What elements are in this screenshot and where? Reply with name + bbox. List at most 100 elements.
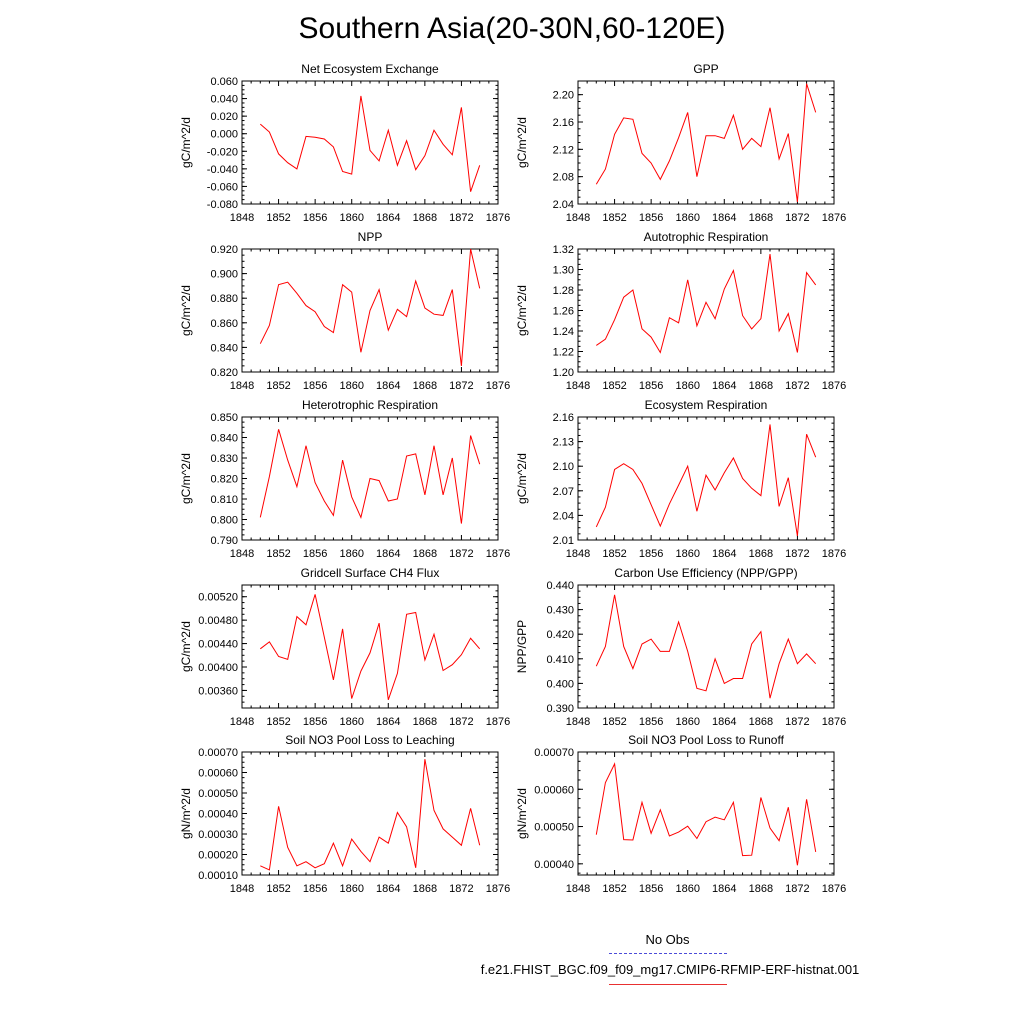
x-tick-label: 1868 [413, 548, 437, 560]
legend-obs-label: No Obs [645, 932, 690, 947]
y-axis-label: gC/m^2/d [515, 117, 529, 168]
x-tick-label: 1872 [785, 716, 809, 728]
panel-title: Soil NO3 Pool Loss to Leaching [285, 733, 454, 747]
x-tick-label: 1848 [230, 883, 254, 895]
panel-title: GPP [693, 62, 718, 76]
y-tick-label: 0.00040 [198, 809, 238, 821]
y-tick-label: 1.32 [553, 244, 574, 256]
x-tick-label: 1852 [266, 883, 290, 895]
y-tick-label: 1.26 [553, 306, 574, 318]
series-line [595, 594, 817, 699]
x-tick-label: 1872 [449, 548, 473, 560]
y-tick-label: 0.00020 [198, 850, 238, 862]
x-tick-label: 1876 [486, 380, 510, 392]
y-tick-label: 0.410 [546, 654, 574, 666]
panel-title: Gridcell Surface CH4 Flux [301, 566, 440, 580]
y-tick-label: 0.00440 [198, 639, 238, 651]
y-tick-label: 2.08 [553, 172, 574, 184]
x-tick-label: 1852 [602, 212, 626, 224]
y-tick-label: 0.00360 [198, 685, 238, 697]
y-tick-label: 2.12 [553, 144, 574, 156]
y-tick-label: 0.00480 [198, 615, 238, 627]
y-tick-label: 1.24 [553, 326, 574, 338]
x-tick-label: 1876 [486, 548, 510, 560]
x-tick-label: 1860 [675, 212, 699, 224]
plot-frame [241, 80, 499, 205]
x-tick-label: 1864 [712, 212, 736, 224]
y-axis-label: gC/m^2/d [179, 117, 193, 168]
series-line [595, 762, 817, 866]
y-tick-label: 0.440 [546, 580, 574, 592]
y-tick-label: 0.00400 [198, 662, 238, 674]
y-tick-label: 0.820 [210, 367, 238, 379]
panel-title: Ecosystem Respiration [645, 398, 768, 412]
x-tick-label: 1872 [785, 380, 809, 392]
x-tick-label: 1852 [266, 212, 290, 224]
x-tick-label: 1852 [266, 548, 290, 560]
y-tick-label: -0.020 [207, 146, 238, 158]
plot-frame [577, 248, 835, 373]
x-tick-label: 1876 [822, 883, 846, 895]
x-tick-label: 1868 [749, 212, 773, 224]
y-tick-label: 0.00070 [198, 747, 238, 759]
series-line [259, 429, 481, 524]
x-tick-label: 1856 [639, 716, 663, 728]
y-tick-label: 2.13 [553, 437, 574, 449]
y-tick-label: 0.00050 [534, 822, 574, 834]
x-tick-label: 1860 [675, 883, 699, 895]
x-tick-label: 1876 [486, 212, 510, 224]
y-axis-label: gC/m^2/d [515, 453, 529, 504]
x-tick-label: 1856 [303, 548, 327, 560]
x-tick-label: 1848 [566, 883, 590, 895]
y-axis-label: gC/m^2/d [179, 285, 193, 336]
panel-title: Net Ecosystem Exchange [301, 62, 439, 76]
x-tick-label: 1868 [413, 380, 437, 392]
x-tick-label: 1872 [449, 380, 473, 392]
series-line [596, 254, 817, 354]
x-tick-label: 1864 [376, 212, 400, 224]
x-tick-label: 1876 [822, 380, 846, 392]
y-axis-label: gC/m^2/d [515, 285, 529, 336]
x-tick-label: 1876 [822, 548, 846, 560]
x-tick-label: 1868 [413, 883, 437, 895]
y-tick-label: 0.920 [210, 244, 238, 256]
x-tick-label: 1876 [486, 716, 510, 728]
y-tick-label: 0.800 [210, 515, 238, 527]
x-tick-label: 1852 [266, 716, 290, 728]
y-tick-label: 0.790 [210, 535, 238, 547]
x-tick-label: 1864 [712, 883, 736, 895]
y-tick-label: 2.01 [553, 535, 574, 547]
x-tick-label: 1856 [639, 548, 663, 560]
y-tick-label: 2.16 [553, 412, 574, 424]
y-tick-label: 0.420 [546, 629, 574, 641]
x-tick-label: 1872 [449, 883, 473, 895]
x-tick-label: 1872 [449, 716, 473, 728]
y-tick-label: -0.080 [207, 199, 238, 211]
y-tick-label: 0.00060 [534, 784, 574, 796]
x-tick-label: 1864 [376, 883, 400, 895]
y-tick-label: 0.00030 [198, 829, 238, 841]
x-tick-label: 1864 [712, 548, 736, 560]
x-tick-label: 1852 [602, 883, 626, 895]
panel-title: NPP [358, 230, 383, 244]
y-axis-label: gN/m^2/d [515, 788, 529, 839]
y-tick-label: 2.04 [553, 199, 574, 211]
x-tick-label: 1856 [303, 212, 327, 224]
x-tick-label: 1848 [566, 212, 590, 224]
legend-obs-line [609, 953, 727, 954]
y-tick-label: 2.16 [553, 117, 574, 129]
y-tick-label: 0.840 [210, 342, 238, 354]
x-tick-label: 1852 [602, 380, 626, 392]
x-tick-label: 1872 [449, 212, 473, 224]
y-tick-label: 0.020 [210, 111, 238, 123]
x-tick-label: 1848 [230, 716, 254, 728]
y-tick-label: 0.00050 [198, 788, 238, 800]
y-axis-label: NPP/GPP [515, 620, 529, 673]
y-tick-label: 2.04 [553, 510, 574, 522]
figure-title: Southern Asia(20-30N,60-120E) [298, 12, 726, 45]
x-tick-label: 1868 [749, 380, 773, 392]
x-tick-label: 1864 [376, 716, 400, 728]
y-tick-label: 0.880 [210, 293, 238, 305]
y-axis-label: gN/m^2/d [179, 788, 193, 839]
